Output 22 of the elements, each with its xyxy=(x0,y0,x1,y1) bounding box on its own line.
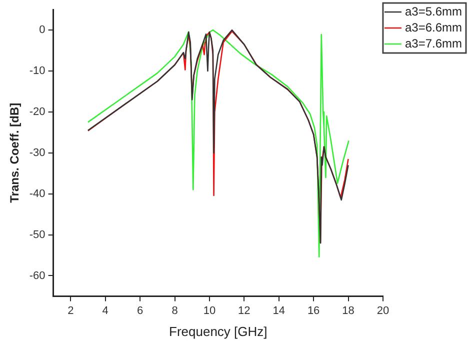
x-axis-title: Frequency [GHz] xyxy=(169,324,268,339)
x-tick-label: 2 xyxy=(68,304,74,317)
x-tick-label: 6 xyxy=(136,304,144,317)
legend-label: a3=7.6mm xyxy=(404,36,462,50)
y-tick-label: -30 xyxy=(29,146,46,159)
x-tick-label: 4 xyxy=(102,304,108,317)
y-tick-label: -60 xyxy=(29,270,46,282)
y-tick-label: -10 xyxy=(29,65,46,78)
x-tick-label: 10 xyxy=(203,304,216,317)
y-axis-title: Trans. Coeff. [dB] xyxy=(8,102,22,203)
legend-label: a3=5.6mm xyxy=(404,4,462,18)
x-tick-label: 16 xyxy=(307,304,320,317)
x-tick-label: 20 xyxy=(376,304,390,317)
y-tick-label: -50 xyxy=(29,228,46,241)
x-tick-label: 12 xyxy=(238,304,250,317)
x-tick-label: 18 xyxy=(342,304,354,317)
y-tick-label: 0 xyxy=(39,24,46,36)
x-tick-label: 14 xyxy=(272,304,285,317)
x-tick-label: 8 xyxy=(172,304,178,317)
y-tick-label: -40 xyxy=(29,188,46,200)
y-tick-label: -20 xyxy=(29,106,46,118)
legend-label: a3=6.6mm xyxy=(404,20,462,34)
